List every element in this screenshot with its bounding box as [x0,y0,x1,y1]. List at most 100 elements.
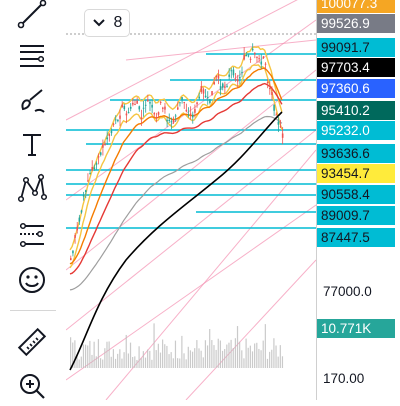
price-axis-label: 77000.0 [323,284,372,299]
volume-bar [89,340,91,368]
volume-bar [76,354,78,368]
candle-body [273,104,275,111]
candle-body [102,144,104,148]
volume-bar [129,342,132,368]
prediction-tool[interactable] [8,214,56,254]
candle-body [260,61,263,65]
volume-bar [234,338,236,368]
volume-bar [78,359,80,368]
moving-averages [69,46,283,371]
fib-lines-icon [20,45,45,67]
volume-bar [134,356,136,368]
candle-body [127,111,130,114]
candle-body [213,82,215,85]
price-chart[interactable] [66,0,316,400]
emoji-tool[interactable] [8,260,56,300]
interval-count: 8 [113,14,123,31]
volume-bar [72,342,74,368]
price-tag: 90558.4 [317,185,395,204]
volume-bar [82,344,85,368]
candle-body [78,217,81,222]
ruler-icon [17,327,47,357]
volume-bar [181,335,183,368]
volume-bar [258,348,260,368]
candle-body [247,55,250,57]
candle-body [177,107,179,110]
volume-bar [206,345,209,368]
volume-bar [140,358,142,368]
volume-bar [221,350,224,368]
volume-bar [97,339,100,368]
candles [70,43,284,261]
candle-body [70,258,72,261]
volume-bar [106,341,108,368]
candle-body [230,70,233,72]
volume-bar [260,350,262,368]
brush-tool[interactable] [8,80,56,120]
candle-body [110,131,113,134]
candle-body [224,86,226,88]
volume-bar [202,357,204,368]
candle-body [191,114,194,118]
candle-body [228,74,230,77]
volume-bar [266,358,269,368]
volume-bar [162,339,164,368]
candle-body [211,91,213,96]
interval-selector[interactable]: 8 [84,9,130,37]
volume-bar [166,345,168,368]
volume-bar [110,356,112,368]
pattern-icon [17,173,48,203]
volume-bar [121,358,123,368]
pattern-tool[interactable] [8,168,56,208]
price-tag: 99091.7 [317,38,395,57]
price-axis[interactable]: 100077.3 99526.9 99091.7 97703.4 97360.6… [316,0,400,400]
volume-bar [187,346,189,368]
candle-body [74,235,76,238]
chart-canvas[interactable] [66,0,316,400]
ma-line-red [69,82,283,275]
measure-tool[interactable] [8,322,56,362]
trend-line [66,0,298,121]
volume-bar [279,345,281,368]
candle-body [256,56,258,58]
candle-body [215,75,218,78]
candle-body [129,106,132,109]
fib-retracement-tool[interactable] [8,36,56,76]
volume-bar [264,324,266,368]
volume-bar [230,339,232,368]
candle-body [239,76,241,79]
candle-body [170,121,173,123]
candle-body [112,123,115,125]
price-tag: 93636.6 [317,144,395,163]
candle-body [123,105,126,110]
candle-body [219,86,222,90]
candle-body [204,95,207,98]
candle-body [153,113,156,115]
text-tool[interactable] [8,124,56,164]
candle-body [76,226,79,231]
volume-bar [183,353,185,368]
candle-body [275,114,278,116]
trend-line [125,39,316,61]
price-tag: 100077.3 [317,0,395,13]
candle-body [168,119,171,122]
volume-bar [209,329,211,368]
volume-bar [196,340,198,368]
candle-body [125,113,128,116]
volume-bar [219,340,221,368]
volume-bar [271,349,273,368]
volume-bar [136,359,138,368]
volume-bar [179,358,181,368]
price-tag: 87447.5 [317,228,395,247]
candle-body [91,167,93,171]
volume-bar [241,350,243,368]
volume-bar [232,348,234,368]
candle-body [269,87,271,90]
volume-bar [70,337,72,368]
zoom-tool[interactable] [8,366,56,406]
candle-body [144,104,147,106]
volume-bars [70,323,284,368]
candle-body [87,180,89,182]
trend-line-tool[interactable] [8,0,56,34]
candle-body [149,102,151,104]
